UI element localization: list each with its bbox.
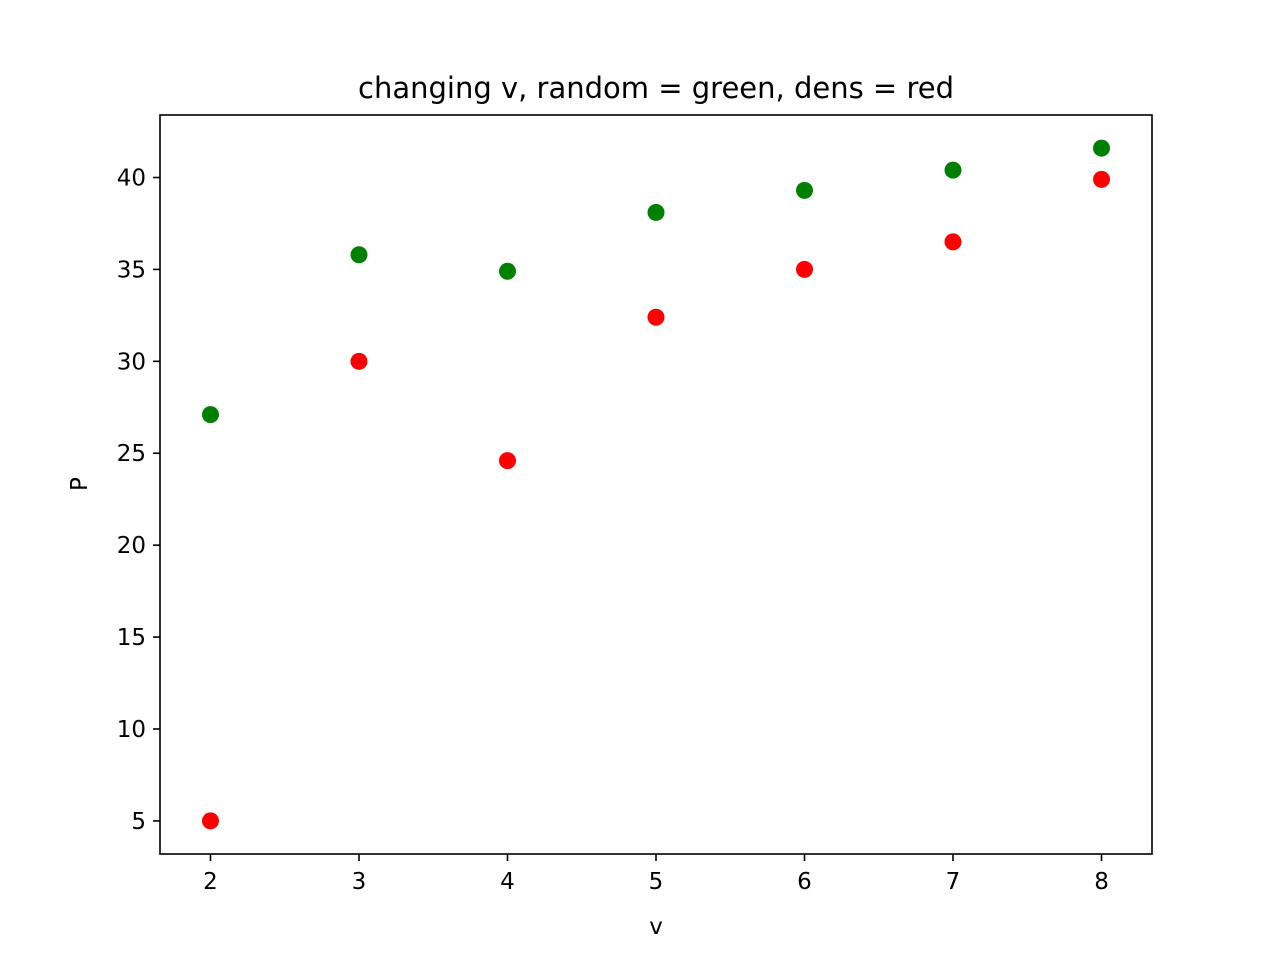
x-tick-label: 2	[203, 869, 218, 895]
data-point-series-1	[1093, 170, 1111, 188]
data-point-series-0	[201, 406, 219, 424]
data-point-series-1	[796, 260, 814, 278]
data-point-series-0	[796, 181, 814, 199]
data-point-series-1	[350, 352, 368, 370]
y-tick-label: 10	[117, 717, 146, 743]
data-point-series-1	[647, 308, 665, 326]
plot-frame	[159, 114, 1153, 855]
data-point-series-1	[498, 452, 516, 470]
data-point-series-1	[201, 812, 219, 830]
x-tick-label: 4	[500, 869, 515, 895]
y-axis-label: P	[67, 477, 93, 491]
data-point-series-0	[647, 203, 665, 221]
data-point-series-0	[944, 161, 962, 179]
data-points	[201, 139, 1111, 830]
x-tick-label: 7	[946, 869, 961, 895]
y-tick-label: 20	[117, 533, 146, 559]
chart-title: changing v, random = green, dens = red	[358, 71, 954, 105]
data-point-series-0	[498, 262, 516, 280]
data-point-series-0	[1093, 139, 1111, 157]
y-tick-label: 40	[117, 166, 146, 192]
x-tick-label: 5	[649, 869, 664, 895]
y-tick-label: 5	[131, 809, 146, 835]
y-tick-label: 35	[117, 257, 146, 283]
data-point-series-0	[350, 246, 368, 264]
x-tick-label: 6	[797, 869, 812, 895]
x-tick-label: 8	[1094, 869, 1109, 895]
x-tick-label: 3	[352, 869, 367, 895]
y-axis-ticks: 5 10 15 20 25 30 35 40	[117, 166, 160, 835]
x-axis-ticks: 2 3 4 5 6 7 8	[203, 854, 1109, 895]
x-axis-label: v	[649, 914, 663, 940]
y-tick-label: 30	[117, 349, 146, 375]
y-tick-label: 25	[117, 441, 146, 467]
data-point-series-1	[944, 233, 962, 251]
y-tick-label: 15	[117, 625, 146, 651]
